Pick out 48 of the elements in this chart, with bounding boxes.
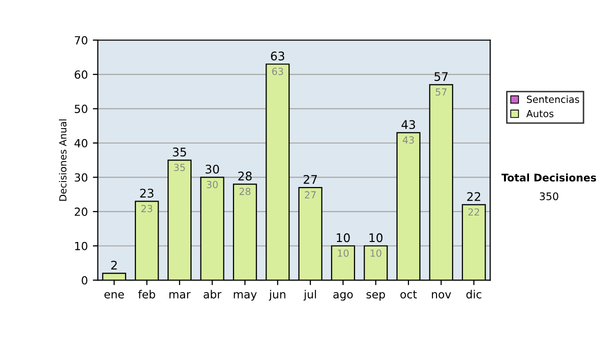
data-label: 10	[370, 249, 382, 257]
total-label: 22	[467, 192, 480, 201]
total-label: 10	[336, 233, 350, 242]
x-tick-label: may	[234, 292, 257, 301]
data-label: 30	[206, 180, 218, 188]
total-label: 23	[140, 188, 154, 198]
legend-label: Autos	[526, 110, 554, 118]
total-label: 28	[238, 172, 252, 180]
x-tick-label: jun	[268, 290, 286, 301]
x-tick-label: sep	[366, 292, 385, 301]
data-label: 35	[174, 164, 185, 172]
x-tick-label: dic	[466, 290, 482, 298]
x-tick-label: oct	[400, 290, 417, 298]
x-tick-label: ene	[104, 292, 124, 298]
data-label: 28	[239, 188, 250, 196]
text: Total Decisiones	[501, 173, 596, 182]
y-tick-label: 40	[74, 138, 88, 148]
data-label: 10	[338, 249, 349, 257]
total-label: 10	[370, 233, 382, 242]
x-tick-label: abr	[204, 290, 222, 298]
total-label: 57	[434, 72, 448, 82]
y-tick-label: 30	[74, 173, 88, 182]
x-tick-label: ago	[333, 292, 353, 301]
y-tick-label: 60	[74, 70, 88, 79]
total-label: 35	[172, 148, 186, 156]
data-label: 57	[436, 88, 447, 96]
y-tick-label: 10	[75, 242, 88, 250]
y-tick-label: 20	[74, 208, 88, 216]
x-tick-label: jul	[304, 290, 316, 301]
y-tick-label: 70	[74, 36, 88, 44]
data-label: 27	[304, 191, 316, 198]
x-tick-label: nov	[432, 292, 452, 298]
y-tick-label: 50	[74, 104, 88, 114]
total-label: 63	[270, 52, 284, 60]
total-label: 2	[111, 260, 117, 270]
legend-label: Sentencias	[526, 95, 580, 104]
y-axis-title: Decisiones Anual	[58, 119, 66, 201]
text: 350	[540, 192, 558, 200]
data-label: 63	[272, 68, 284, 76]
data-label: 22	[468, 208, 480, 216]
data-label: 23	[141, 204, 152, 212]
data-label: 43	[402, 136, 414, 144]
x-tick-label: mar	[169, 292, 191, 298]
y-tick-label: 0	[82, 276, 88, 285]
x-tick-label: feb	[138, 290, 156, 298]
total-label: 27	[304, 174, 317, 184]
total-label: 43	[402, 120, 416, 130]
total-label: 30	[206, 164, 219, 174]
